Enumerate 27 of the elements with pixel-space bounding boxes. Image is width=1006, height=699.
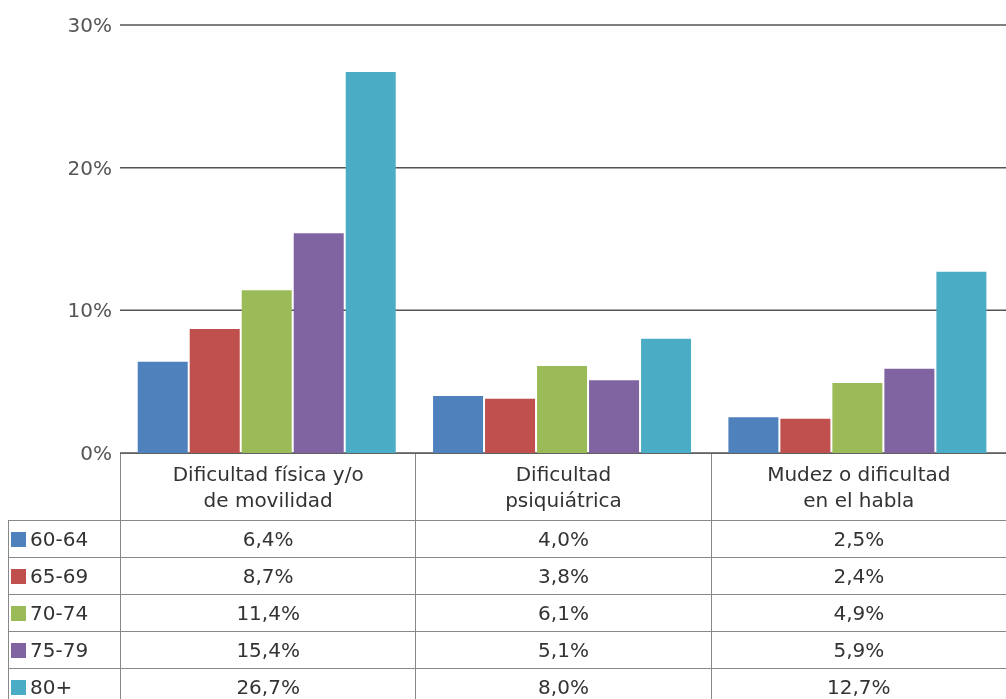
data-label: 26,7% [120, 668, 416, 699]
data-label: 15,4% [120, 631, 416, 669]
data-label: 11,4% [120, 594, 416, 632]
y-tick-label: 20% [67, 155, 112, 180]
data-label: 3,8% [415, 557, 712, 595]
legend-label: 70-74 [8, 594, 121, 632]
data-label: 6,4% [120, 520, 416, 558]
y-tick-label: 30% [67, 13, 112, 38]
data-label: 5,9% [711, 631, 1006, 669]
x-tick-label: Dificultad psiquiátrica [415, 453, 712, 521]
data-label: 2,5% [711, 520, 1006, 558]
legend-label: 75-79 [8, 631, 121, 669]
legend-label: 80+ [8, 668, 121, 699]
x-tick-label: Dificultad física y/o de movilidad [120, 453, 416, 521]
legend-label: 60-64 [8, 520, 121, 558]
data-label: 2,4% [711, 557, 1006, 595]
legend-label: 65-69 [8, 557, 121, 595]
y-tick-label: 10% [67, 298, 112, 323]
data-label: 4,0% [415, 520, 712, 558]
data-label: 4,9% [711, 594, 1006, 632]
data-label: 8,7% [120, 557, 416, 595]
y-tick-label: 0% [80, 441, 112, 466]
x-tick-label: Mudez o dificultad en el habla [711, 453, 1006, 521]
data-label: 12,7% [711, 668, 1006, 699]
data-label: 6,1% [415, 594, 712, 632]
data-label: 5,1% [415, 631, 712, 669]
data-label: 8,0% [415, 668, 712, 699]
